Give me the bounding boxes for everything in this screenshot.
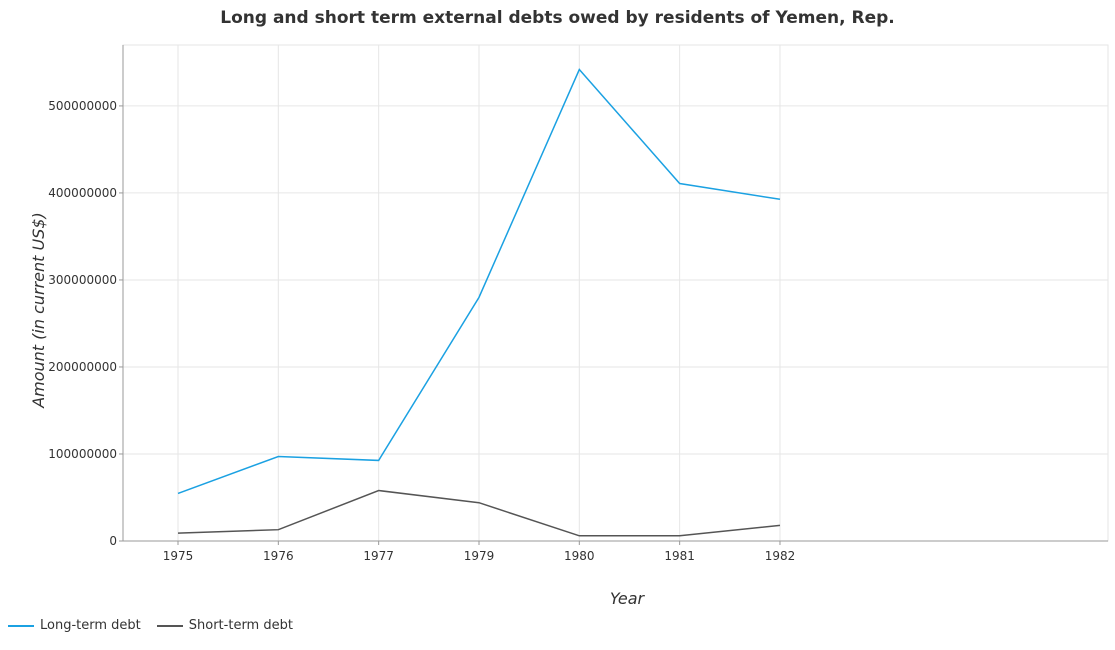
y-tick-label: 300000000	[48, 273, 117, 287]
x-axis-title: Year	[610, 589, 646, 608]
y-tick-label: 200000000	[48, 360, 117, 374]
legend-label-short-term: Short-term debt	[188, 618, 293, 633]
grid	[122, 44, 1109, 542]
x-tick-label: 1976	[263, 549, 294, 563]
y-axis-title: Amount (in current US$)	[29, 212, 48, 409]
x-tick-label: 1981	[664, 549, 695, 563]
x-tick-label: 1979	[464, 549, 495, 563]
series-lines	[177, 68, 781, 537]
legend-item-short-term: Short-term debt	[156, 618, 293, 633]
legend-swatch-short-term	[156, 624, 183, 627]
chart-title: Long and short term external debts owed …	[220, 8, 895, 28]
tick-labels: 0 100000000 200000000 300000000 400000000 500…	[48, 99, 795, 563]
x-tick-label: 1977	[363, 549, 394, 563]
legend-swatch-long-term	[8, 624, 34, 627]
y-tick-label: 100000000	[48, 447, 117, 461]
axes	[119, 45, 1108, 545]
legend: Long-term debt Short-term debt	[8, 618, 293, 633]
y-tick-label: 0	[109, 534, 117, 548]
y-tick-label: 400000000	[48, 186, 117, 200]
x-tick-label: 1975	[163, 549, 194, 563]
x-tick-label: 1980	[564, 549, 595, 563]
x-tick-label: 1982	[765, 549, 796, 563]
legend-item-long-term: Long-term debt	[8, 618, 141, 633]
y-tick-label: 500000000	[48, 99, 117, 113]
legend-label-long-term: Long-term debt	[40, 618, 141, 633]
plot-frame	[122, 44, 1109, 542]
